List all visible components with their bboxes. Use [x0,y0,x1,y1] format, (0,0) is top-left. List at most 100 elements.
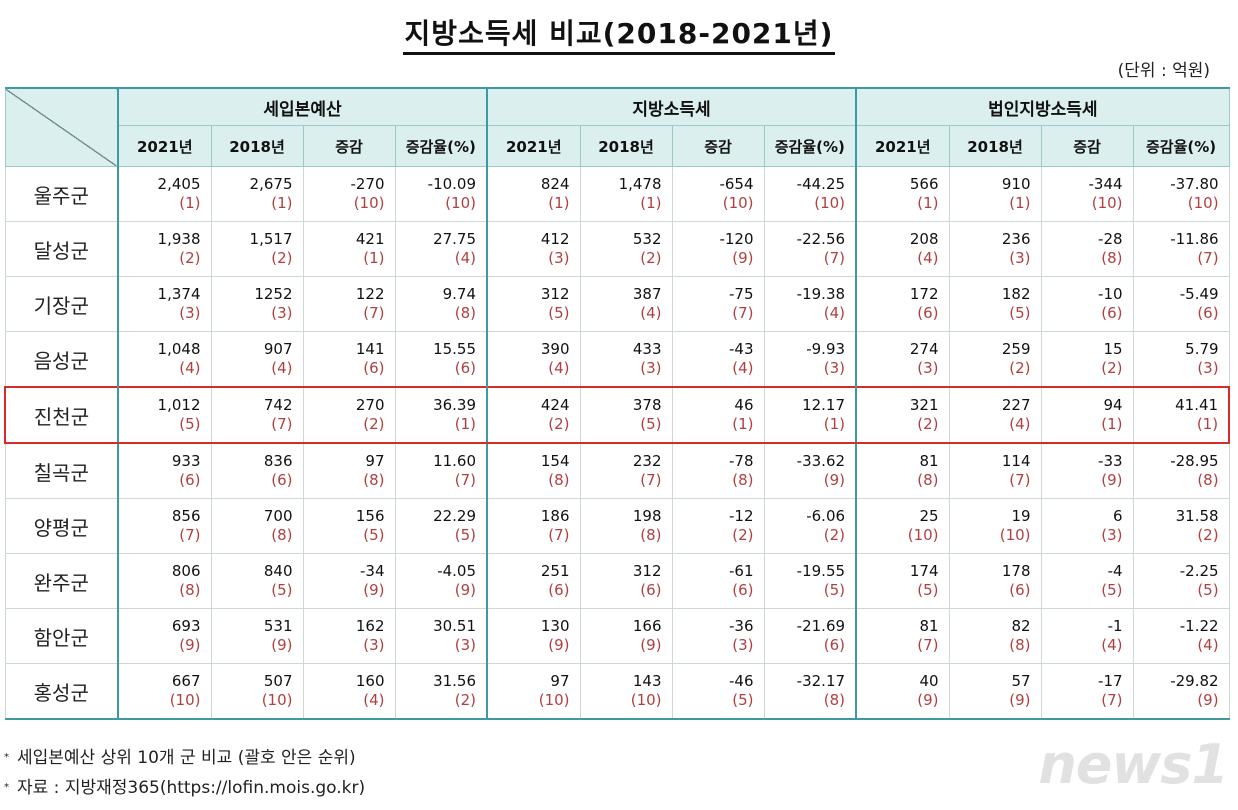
cell-value: 11.60 [433,452,477,470]
cell-value: 836 [263,452,293,470]
cell-value: -10.09 [427,175,477,193]
cell-rank: (1) [1196,415,1219,433]
data-cell: 531 (9) [210,608,304,664]
data-cell: 114 (7) [948,442,1042,499]
cell-value: 97 [550,672,570,690]
cell-value: 856 [171,507,201,525]
cell-value: 82 [1011,617,1031,635]
data-cell: -46 (5) [671,663,765,720]
column-header: 증감율(%) [763,125,857,167]
data-cell: 174 (5) [855,553,950,609]
region-name: 진천군 [4,386,119,444]
data-cell: -12 (2) [671,498,765,554]
data-cell: -10 (6) [1040,276,1134,332]
column-header: 증감율(%) [394,125,488,167]
cell-rank: (1) [823,415,846,433]
cell-value: 907 [263,340,293,358]
data-cell: 390 (4) [486,331,581,388]
cell-value: 30.51 [433,617,477,635]
data-cell: -28 (8) [1040,221,1134,277]
data-cell: 15 (2) [1040,331,1134,388]
cell-value: 274 [909,340,939,358]
region-name: 완주군 [4,553,119,609]
cell-rank: (1) [732,415,754,433]
data-cell: 143 (10) [579,663,673,720]
data-cell: 2,675 (1) [210,166,304,222]
cell-value: -21.69 [796,617,846,635]
cell-value: -19.55 [796,562,846,580]
cell-value: 182 [1001,285,1031,303]
data-cell: -22.56 (7) [763,221,857,277]
data-cell: -10.09 (10) [394,166,488,222]
cell-value: 122 [355,285,385,303]
cell-value: -2.25 [1179,562,1219,580]
cell-value: 433 [632,340,662,358]
cell-rank: (2) [1197,526,1219,544]
cell-value: 321 [909,396,939,414]
data-cell: 19 (10) [948,498,1042,554]
cell-rank: (7) [732,304,754,322]
cell-rank: (3) [823,359,846,377]
cell-rank: (8) [1197,471,1219,489]
cell-value: -4.05 [437,562,477,580]
data-cell: 198 (8) [579,498,673,554]
cell-value: 378 [632,396,662,414]
cell-rank: (8) [363,471,385,489]
cell-rank: (3) [640,359,662,377]
data-cell: -36 (3) [671,608,765,664]
cell-rank: (9) [917,691,939,709]
data-cell: 2,405 (1) [117,166,212,222]
column-header: 증감 [302,125,396,167]
cell-value: -654 [719,175,754,193]
cell-rank: (8) [454,304,477,322]
cell-value: 25 [919,507,939,525]
cell-value: 41.41 [1175,396,1219,414]
page-title: 지방소득세 비교(2018-2021년) [0,12,1238,55]
cell-value: -5.49 [1179,285,1219,303]
cell-value: 693 [171,617,201,635]
column-header: 2018년 [948,125,1042,167]
data-cell: 259 (2) [948,331,1042,388]
cell-rank: (9) [1197,691,1219,709]
data-cell: -9.93 (3) [763,331,857,388]
data-cell: 166 (9) [579,608,673,664]
cell-rank: (2) [1009,359,1031,377]
data-cell: -2.25 (5) [1132,553,1230,609]
data-cell: 507 (10) [210,663,304,720]
cell-rank: (2) [363,415,385,433]
data-cell: 1252 (3) [210,276,304,332]
cell-rank: (5) [1009,304,1031,322]
cell-value: -1.22 [1179,617,1219,635]
cell-rank: (2) [271,249,293,267]
cell-rank: (4) [271,359,293,377]
data-cell: -78 (8) [671,442,765,499]
data-cell: 378 (5) [579,386,673,444]
column-header: 2018년 [579,125,673,167]
data-cell: -37.80 (10) [1132,166,1230,222]
data-cell: 421 (1) [302,221,396,277]
cell-rank: (5) [823,581,846,599]
cell-rank: (1) [454,415,477,433]
data-cell: -75 (7) [671,276,765,332]
cell-rank: (7) [1009,471,1031,489]
cell-value: -6.06 [806,507,846,525]
cell-value: -4 [1107,562,1123,580]
data-cell: -33 (9) [1040,442,1134,499]
cell-value: -78 [729,452,754,470]
data-cell: 6 (3) [1040,498,1134,554]
table-row: 칠곡군 933 (6) 836 (6) 97 (8) 11.60 (7) 154 (8) 232 (7)… [4,442,1230,499]
cell-value: 1,012 [157,396,201,414]
table-row: 양평군 856 (7) 700 (8) 156 (5) 22.29 (5) 186 (7) 198 (8… [4,498,1230,554]
cell-value: 19 [1011,507,1031,525]
cell-rank: (4) [823,304,846,322]
data-cell: 907 (4) [210,331,304,388]
cell-rank: (6) [1009,581,1031,599]
data-cell: 321 (2) [855,386,950,444]
data-cell: 251 (6) [486,553,581,609]
data-cell: 387 (4) [579,276,673,332]
data-cell: 12.17 (1) [763,386,857,444]
cell-rank: (2) [1101,359,1123,377]
cell-rank: (9) [548,636,570,654]
cell-rank: (8) [1009,636,1031,654]
cell-rank: (6) [363,359,385,377]
